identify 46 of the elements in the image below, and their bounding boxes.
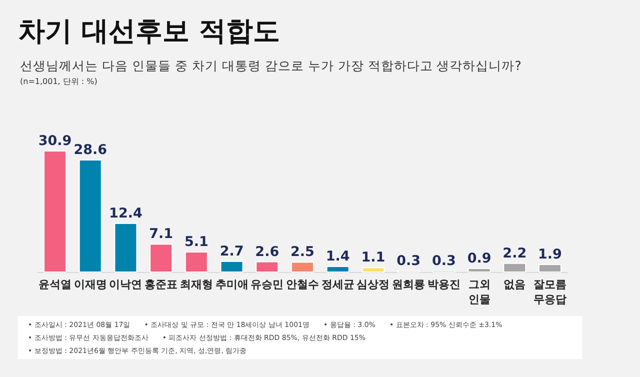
data-label: 2.5: [290, 244, 314, 260]
data-label: 28.6: [74, 142, 108, 158]
x-tick-label: 최재형: [180, 278, 213, 291]
bar: [326, 266, 350, 272]
x-tick-label: 유승민: [250, 278, 284, 291]
x-tick-label: 추미애: [215, 278, 248, 291]
chart-subtitle: 선생님께서는 다음 인물들 중 차기 대통령 감으로 누가 가장 적합하다고 생각하십니까?: [20, 58, 522, 73]
x-tick-label: 이재명: [74, 278, 107, 291]
x-tick-label: 박용진: [427, 278, 460, 291]
data-label: 1.1: [361, 250, 386, 266]
bar: [114, 222, 138, 272]
bar: [150, 244, 173, 272]
chart-title: 차기 대선후보 적합도: [18, 16, 280, 47]
bar: [362, 267, 385, 272]
x-tick-label: 없음: [504, 278, 526, 291]
data-label: 2.2: [502, 245, 527, 262]
bar: [184, 252, 208, 272]
bar: [256, 261, 279, 272]
data-label: 2.7: [220, 243, 244, 260]
bar: [220, 260, 244, 272]
data-label: 7.1: [149, 226, 174, 242]
bar: [291, 262, 314, 272]
x-tick-label: 그외 인물: [468, 278, 490, 306]
data-label: 2.6: [255, 244, 280, 260]
x-tick-label: 원희룡: [392, 278, 426, 291]
bar: [503, 262, 526, 272]
text: (n=1,001, 단위 : %): [20, 77, 98, 86]
x-tick-label: 잘모름 무응답: [534, 278, 566, 306]
data-label: 12.4: [109, 205, 142, 222]
x-tick-label: 심상정: [356, 278, 390, 291]
data-label: 1.9: [538, 246, 562, 263]
bar: [538, 264, 562, 272]
bar: [44, 150, 66, 272]
data-label: 5.1: [184, 234, 208, 250]
bar: [468, 268, 491, 272]
x-tick-label: 홍준표: [144, 278, 178, 291]
data-label: 0.3: [432, 252, 456, 269]
data-label: 0.9: [467, 250, 492, 266]
x-tick-label: 윤석열: [38, 278, 72, 291]
x-tick-label: 안철수: [286, 278, 319, 291]
x-tick-label: 이낙연: [109, 278, 142, 291]
x-tick-label: 정세균: [321, 278, 354, 291]
data-label: 0.3: [396, 252, 421, 269]
bar: [78, 160, 102, 272]
data-label: 1.4: [326, 248, 350, 265]
data-label: 30.9: [38, 133, 72, 149]
